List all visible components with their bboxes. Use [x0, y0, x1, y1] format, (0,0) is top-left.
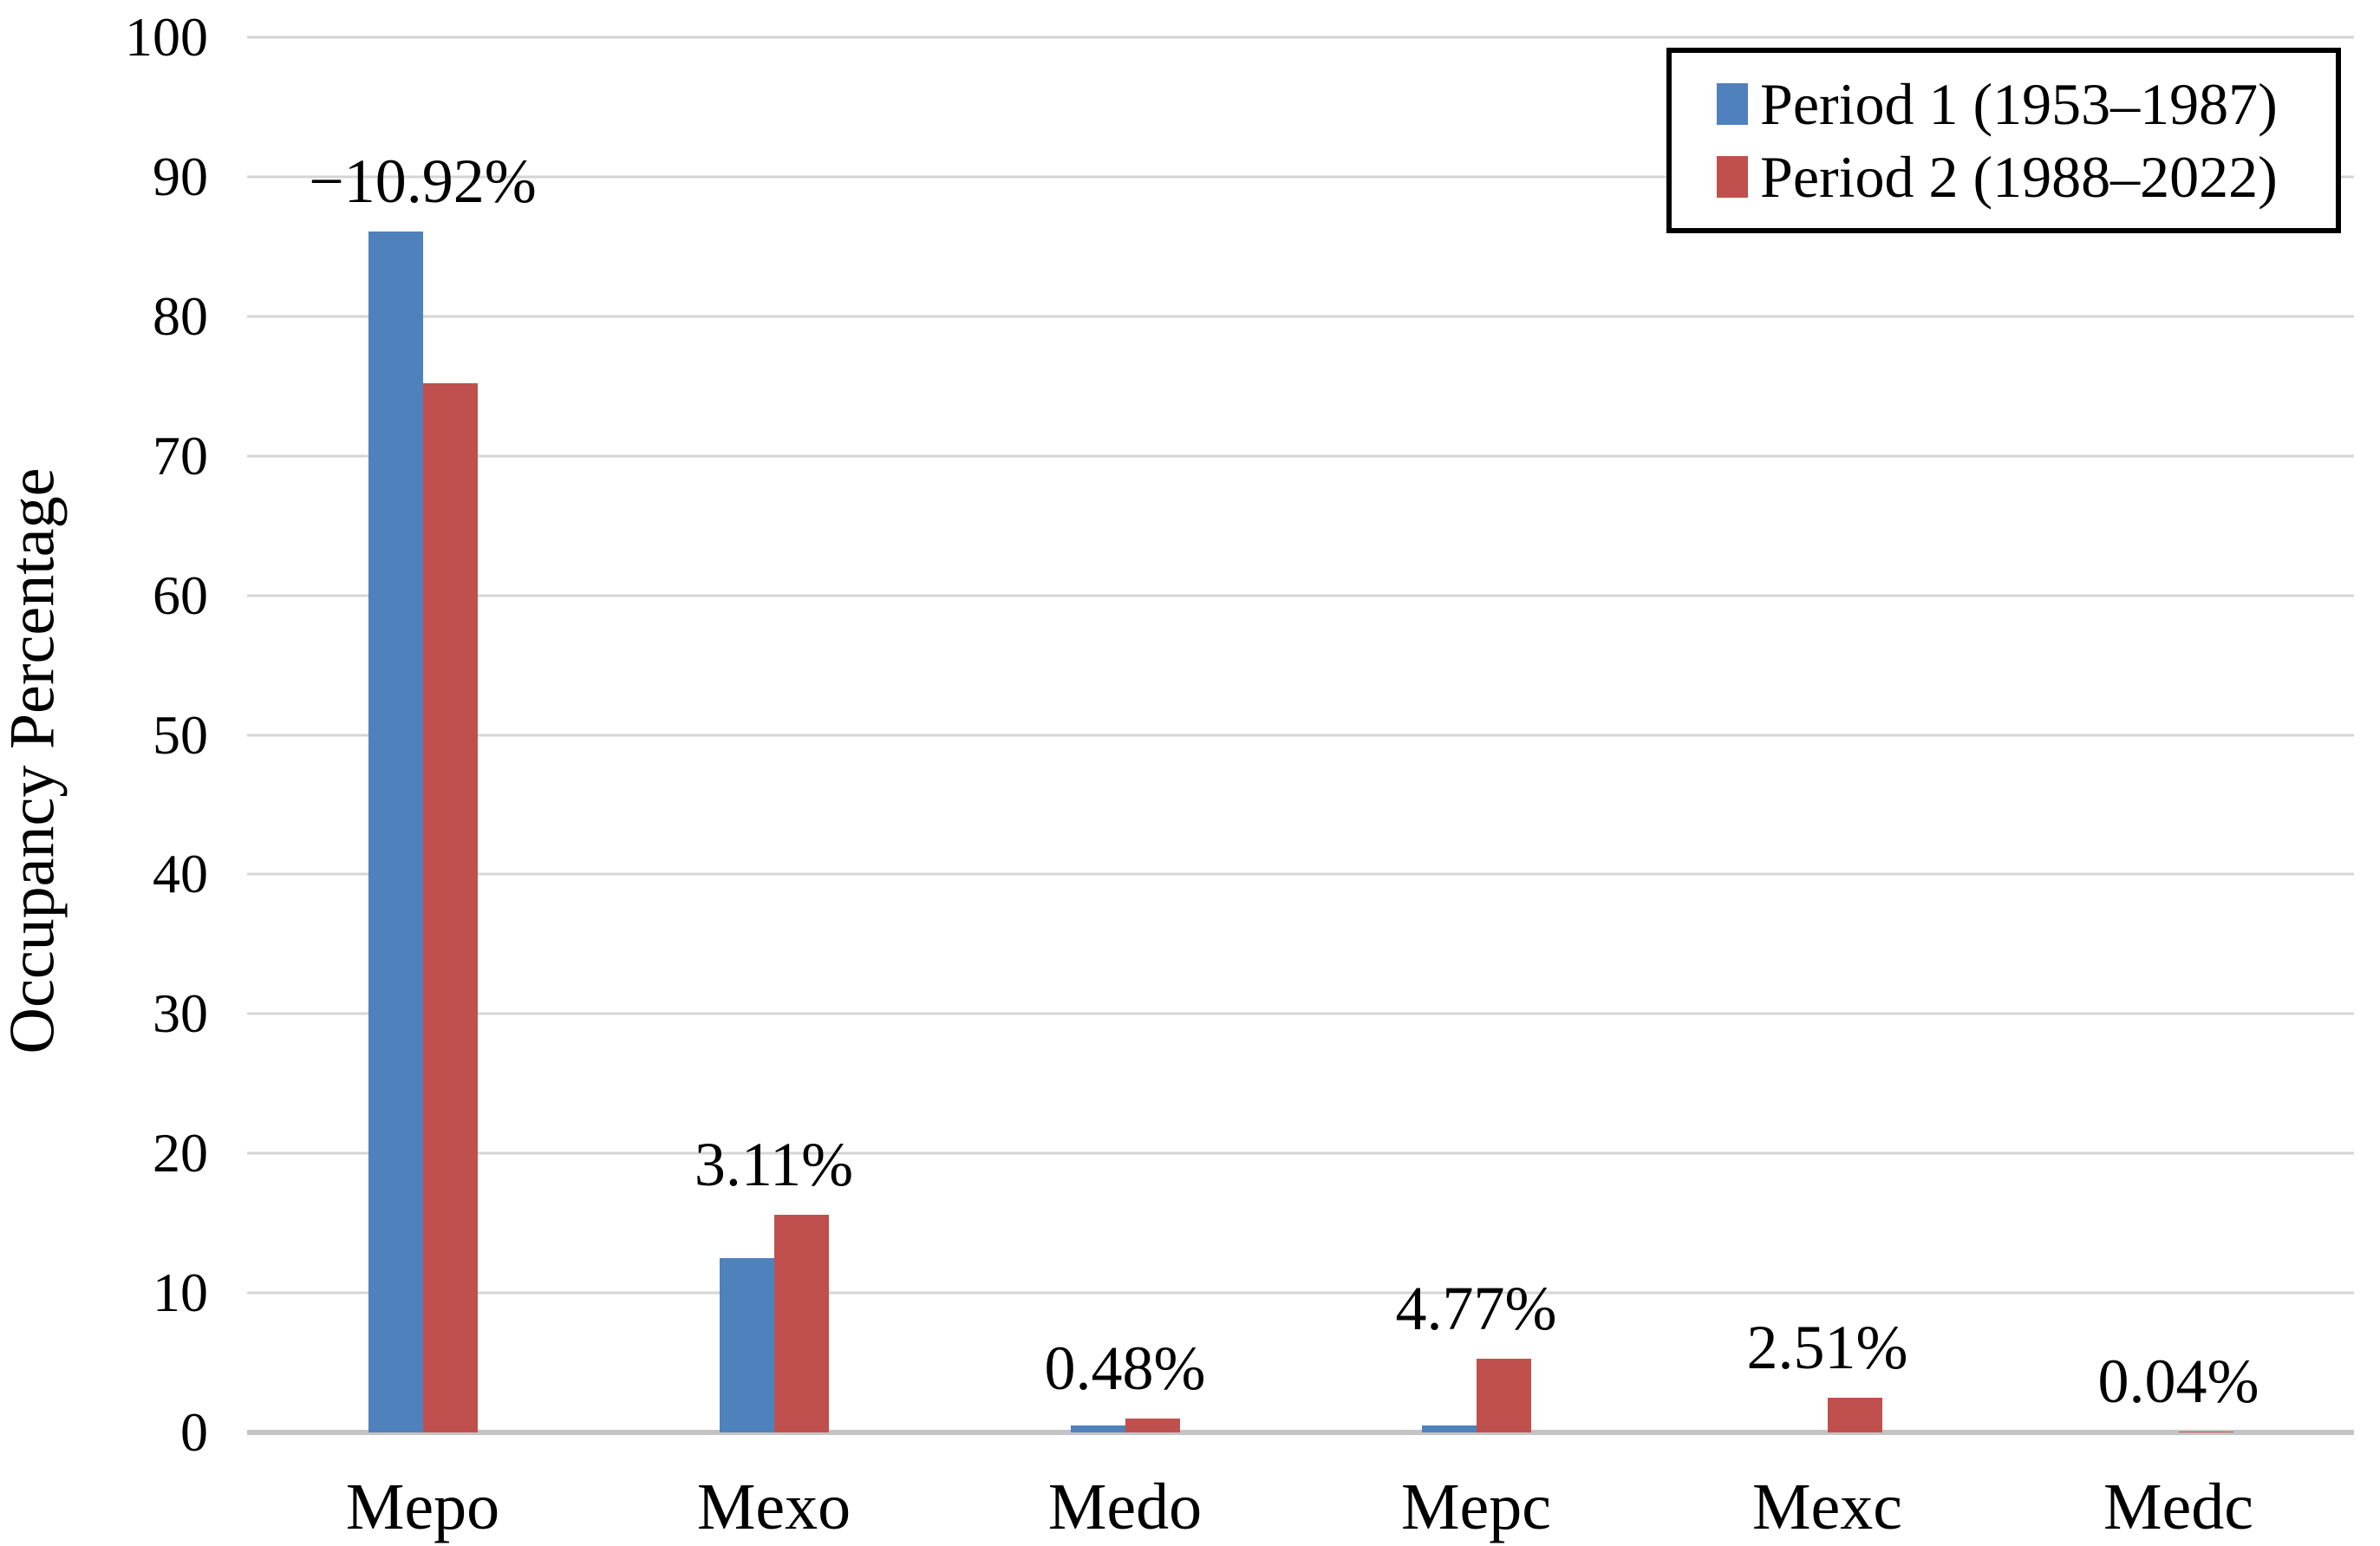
- y-tick-label: 100: [125, 6, 208, 68]
- y-tick-label: 0: [180, 1401, 208, 1463]
- legend-item-period1: Period 1 (1953–1987): [1717, 75, 2336, 134]
- legend-label-period2: Period 2 (1988–2022): [1760, 144, 2278, 210]
- legend-item-period2: Period 2 (1988–2022): [1717, 147, 2336, 206]
- gridline: [247, 594, 2354, 597]
- data-label-mexo: 3.11%: [694, 1129, 854, 1199]
- y-tick-label: 50: [153, 703, 208, 766]
- data-label-mexc: 2.51%: [1746, 1312, 1908, 1382]
- gridline: [247, 175, 2354, 179]
- gridline: [247, 315, 2354, 318]
- bar-period2-mepc: [1476, 1359, 1531, 1432]
- gridline: [247, 1012, 2354, 1015]
- bar-period2-mepo: [422, 383, 478, 1432]
- bar-period2-mexc: [1827, 1397, 1882, 1432]
- y-tick-label: 60: [153, 564, 208, 626]
- category-label-mexc: Mexc: [1751, 1471, 1903, 1543]
- category-label-medc: Medc: [2103, 1471, 2254, 1543]
- data-label-medc: 0.04%: [2097, 1347, 2259, 1417]
- gridline: [247, 1151, 2354, 1155]
- gridline: [247, 872, 2354, 876]
- gridline: [247, 454, 2354, 458]
- legend: Period 1 (1953–1987) Period 2 (1988–2022…: [1666, 48, 2341, 233]
- bar-period2-mexo: [773, 1214, 829, 1432]
- legend-swatch-period2-icon: [1717, 156, 1748, 198]
- bar-period1-mexo: [719, 1257, 774, 1432]
- gridline: [247, 36, 2354, 39]
- data-label-medo: 0.48%: [1044, 1333, 1206, 1403]
- category-label-mepo: Mepo: [345, 1471, 500, 1543]
- y-tick-label: 40: [153, 843, 208, 905]
- category-label-mepc: Mepc: [1400, 1471, 1552, 1543]
- y-tick-label: 10: [153, 1262, 208, 1324]
- gridline: [247, 734, 2354, 736]
- bar-period1-medo: [1070, 1425, 1125, 1432]
- y-tick-label: 20: [153, 1122, 208, 1184]
- y-tick-label: 70: [153, 424, 208, 486]
- bar-period2-medo: [1125, 1418, 1180, 1432]
- legend-swatch-period1-icon: [1717, 83, 1748, 125]
- data-label-mepo: −10.92%: [309, 146, 537, 216]
- category-label-medo: Medo: [1047, 1471, 1203, 1543]
- gridline: [247, 1291, 2354, 1295]
- x-axis-line: [247, 1430, 2354, 1435]
- bar-period1-mepc: [1421, 1425, 1477, 1432]
- y-tick-label: 30: [153, 982, 208, 1045]
- bar-period1-mepo: [368, 231, 423, 1432]
- category-label-mexo: Mexo: [696, 1471, 851, 1543]
- y-tick-label: 90: [153, 145, 208, 207]
- y-tick-label: 80: [153, 284, 208, 347]
- data-label-mepc: 4.77%: [1395, 1274, 1557, 1344]
- legend-label-period1: Period 1 (1953–1987): [1760, 71, 2278, 137]
